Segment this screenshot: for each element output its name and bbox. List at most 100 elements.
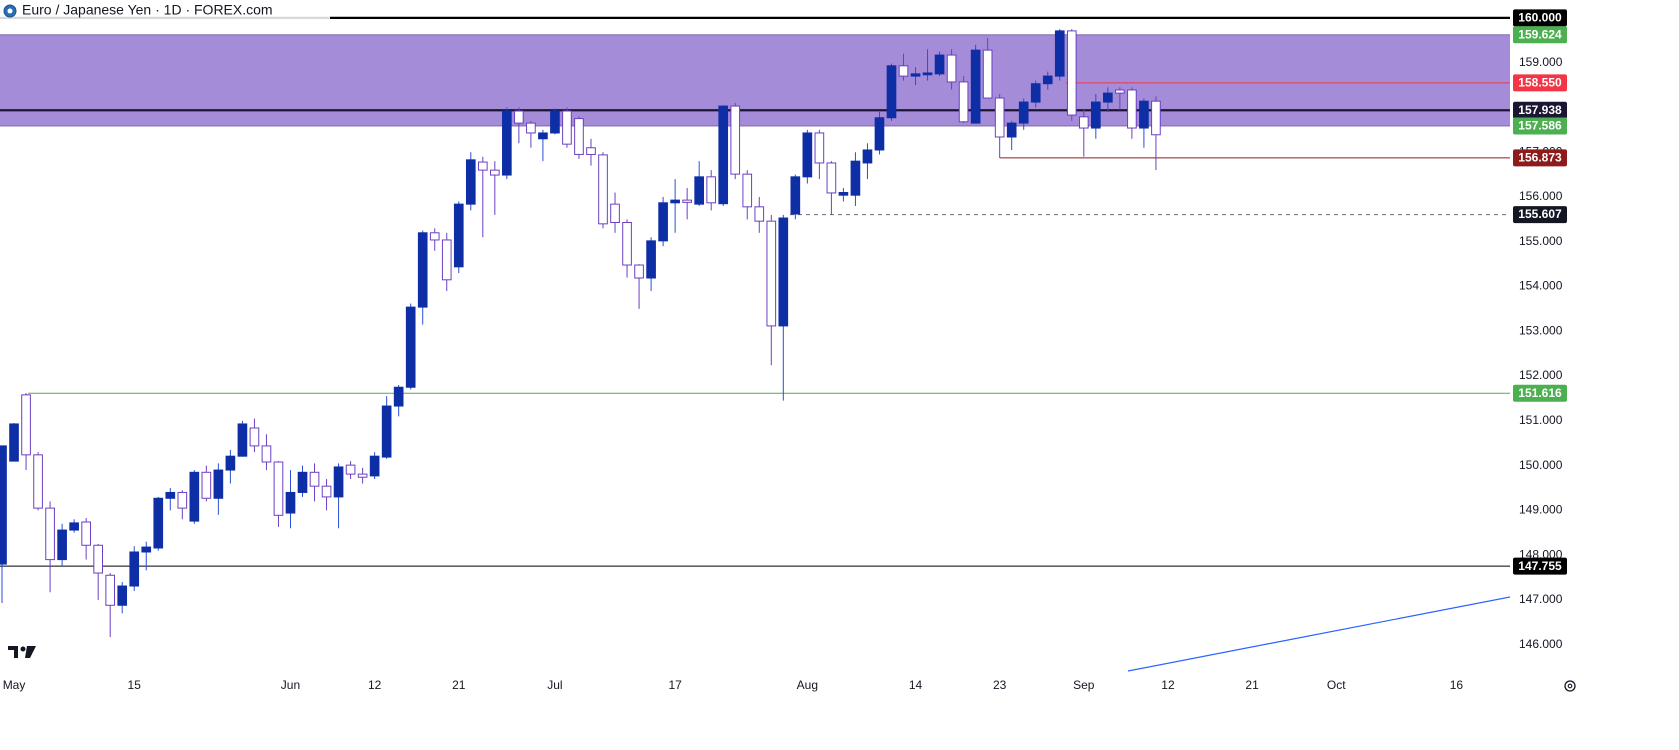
candle-body xyxy=(658,202,668,242)
candle-body xyxy=(1054,30,1065,77)
x-tick-label: 12 xyxy=(1161,678,1175,692)
candle-body xyxy=(886,65,897,119)
candle-body xyxy=(982,49,993,99)
y-tick-label: 155.000 xyxy=(1519,234,1563,248)
candle-body xyxy=(754,206,765,222)
x-tick-label: Sep xyxy=(1073,678,1095,692)
candle-body xyxy=(249,427,260,447)
candle-body xyxy=(33,454,43,509)
candle-body xyxy=(1078,116,1089,129)
settings-icon[interactable] xyxy=(1564,680,1576,692)
level-label: 147.755 xyxy=(1518,559,1562,573)
candle-body xyxy=(850,160,861,196)
level-label-box xyxy=(1513,557,1567,575)
level-label: 156.873 xyxy=(1518,151,1562,165)
candle-body xyxy=(970,49,981,124)
level-label-box xyxy=(1513,101,1567,119)
x-tick-label: 16 xyxy=(1450,678,1464,692)
candle-body xyxy=(153,497,164,549)
candle-body xyxy=(441,239,452,281)
level-label: 160.000 xyxy=(1518,11,1562,25)
level-label-box xyxy=(1513,9,1567,27)
candle-body xyxy=(393,386,404,407)
y-tick-label: 147.000 xyxy=(1519,592,1563,606)
candle-body xyxy=(9,423,19,462)
candle-body xyxy=(790,176,801,215)
candle-body xyxy=(490,169,500,176)
y-tick-label: 150.000 xyxy=(1519,458,1563,472)
candle-body xyxy=(610,203,620,223)
candle-body xyxy=(0,445,7,565)
x-tick-label: 21 xyxy=(1245,678,1259,692)
level-label-box xyxy=(1513,74,1567,92)
y-tick-label: 153.000 xyxy=(1519,323,1563,337)
y-tick-label: 156.000 xyxy=(1519,189,1563,203)
candle-body xyxy=(453,203,464,268)
x-tick-label: Jun xyxy=(281,678,300,692)
x-tick-label: 12 xyxy=(368,678,382,692)
candle-body xyxy=(922,72,933,76)
x-tick-label: 14 xyxy=(909,678,923,692)
symbol-icon-dot xyxy=(7,8,13,14)
candle-body xyxy=(1030,83,1041,103)
candle-body xyxy=(465,159,476,205)
level-label-box xyxy=(1513,26,1567,44)
candle-body xyxy=(1103,92,1113,103)
y-tick-label: 159.000 xyxy=(1519,55,1563,69)
candle-body xyxy=(225,455,236,471)
candle-body xyxy=(345,464,356,475)
candle-body xyxy=(874,117,885,151)
level-label-box xyxy=(1513,117,1567,135)
candle-body xyxy=(718,105,729,205)
candle-body xyxy=(381,405,392,458)
x-tick-label: Oct xyxy=(1327,678,1346,692)
x-tick-label: 17 xyxy=(668,678,682,692)
candle-body xyxy=(405,306,416,388)
candle-body xyxy=(189,471,200,522)
candle-body xyxy=(598,154,608,225)
candle-body xyxy=(1139,100,1149,129)
candle-body xyxy=(670,199,680,204)
candle-body xyxy=(285,491,296,514)
candle-body xyxy=(1018,101,1029,124)
candle-body xyxy=(586,147,596,155)
level-label: 159.624 xyxy=(1518,27,1562,41)
x-tick-label: Jul xyxy=(547,678,562,692)
candle-body xyxy=(1042,75,1053,85)
candle-body xyxy=(117,585,128,606)
candle-body xyxy=(57,529,67,561)
trend-line xyxy=(1127,596,1510,672)
level-label-box xyxy=(1513,384,1567,402)
x-tick-label: Aug xyxy=(797,678,818,692)
candle-body xyxy=(1006,122,1017,138)
candle-body xyxy=(826,162,837,194)
candle-body xyxy=(93,544,103,574)
candle-body xyxy=(958,81,969,123)
candle-body xyxy=(646,240,656,279)
candle-body xyxy=(766,220,777,327)
candle-body xyxy=(526,122,536,134)
candle-body xyxy=(706,176,717,204)
candle-body xyxy=(994,97,1005,138)
level-label: 155.607 xyxy=(1518,207,1562,221)
chart-title: Euro / Japanese Yen · 1D · FOREX.com xyxy=(22,2,273,18)
candle-body xyxy=(1091,101,1101,129)
candle-body xyxy=(213,469,224,499)
candle-body xyxy=(273,461,284,516)
candle-body xyxy=(21,394,31,456)
candle-body xyxy=(429,232,440,241)
candle-body xyxy=(297,471,308,493)
candle-body xyxy=(934,54,945,75)
candle-body xyxy=(105,574,116,606)
title-backdrop xyxy=(0,0,330,20)
candle-body xyxy=(321,485,332,498)
price-axis: 146.000147.000148.000149.000150.000151.0… xyxy=(1513,9,1567,651)
candle-body xyxy=(417,232,428,308)
candle-body xyxy=(634,264,644,279)
candle-body xyxy=(538,132,548,140)
candle-body xyxy=(1066,30,1077,116)
candle-body xyxy=(309,471,320,487)
level-label-box xyxy=(1513,206,1567,224)
candle-body xyxy=(1115,89,1125,94)
